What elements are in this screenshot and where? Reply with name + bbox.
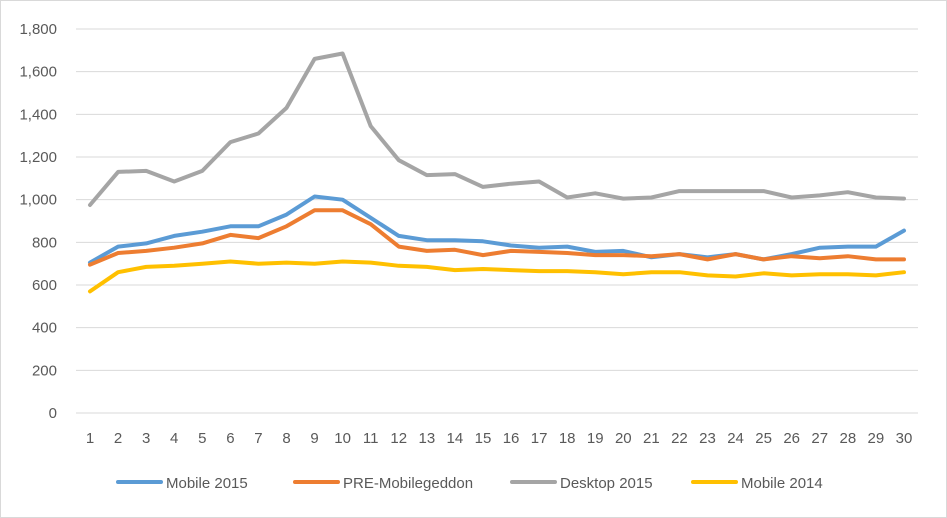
x-tick-label: 10 bbox=[334, 430, 351, 447]
x-tick-label: 26 bbox=[783, 430, 800, 447]
x-tick-label: 3 bbox=[142, 430, 150, 447]
x-tick-label: 8 bbox=[282, 430, 290, 447]
series-line-mobile-2014 bbox=[88, 259, 906, 294]
y-axis-tick-labels: 0 200 400 600 800 1,000 1,200 1,400 1,600 1,800 bbox=[19, 21, 57, 422]
y-tick-label: 1,200 bbox=[19, 149, 57, 166]
grid-lines bbox=[76, 28, 918, 414]
x-tick-label: 16 bbox=[503, 430, 520, 447]
legend-label-mobile-2015: Mobile 2015 bbox=[166, 475, 248, 492]
x-tick-label: 5 bbox=[198, 430, 206, 447]
series-line-desktop-2015 bbox=[88, 51, 906, 207]
x-tick-label: 17 bbox=[531, 430, 548, 447]
x-tick-label: 13 bbox=[418, 430, 435, 447]
x-tick-label: 30 bbox=[896, 430, 913, 447]
x-tick-label: 11 bbox=[363, 430, 379, 447]
y-tick-label: 1,000 bbox=[19, 192, 57, 209]
x-axis-tick-labels: 1 2 3 4 5 6 7 8 9 10 11 12 13 14 15 16 17 18 19 20 21 22 23 24 2… bbox=[86, 430, 912, 447]
x-tick-label: 22 bbox=[671, 430, 688, 447]
y-tick-label: 1,600 bbox=[19, 64, 57, 81]
legend: Mobile 2015 PRE-Mobilegeddon Desktop 2015 M… bbox=[116, 475, 823, 492]
y-tick-label: 400 bbox=[32, 320, 57, 337]
x-tick-label: 12 bbox=[390, 430, 407, 447]
legend-label-pre-mobilegeddon: PRE-Mobilegeddon bbox=[343, 475, 473, 492]
x-tick-label: 29 bbox=[868, 430, 885, 447]
x-tick-label: 19 bbox=[587, 430, 604, 447]
series-lines bbox=[88, 51, 906, 294]
y-tick-label: 200 bbox=[32, 362, 57, 379]
legend-label-mobile-2014: Mobile 2014 bbox=[741, 475, 823, 492]
y-tick-label: 600 bbox=[32, 277, 57, 294]
x-tick-label: 23 bbox=[699, 430, 716, 447]
x-tick-label: 9 bbox=[310, 430, 318, 447]
x-tick-label: 27 bbox=[811, 430, 828, 447]
y-tick-label: 1,400 bbox=[19, 106, 57, 123]
x-tick-label: 1 bbox=[86, 430, 94, 447]
legend-label-desktop-2015: Desktop 2015 bbox=[560, 475, 653, 492]
y-tick-label: 1,800 bbox=[19, 21, 57, 38]
x-tick-label: 25 bbox=[755, 430, 772, 447]
x-tick-label: 4 bbox=[170, 430, 178, 447]
x-tick-label: 15 bbox=[475, 430, 492, 447]
y-tick-label: 0 bbox=[49, 405, 57, 422]
x-tick-label: 20 bbox=[615, 430, 632, 447]
x-tick-label: 7 bbox=[254, 430, 262, 447]
x-tick-label: 6 bbox=[226, 430, 234, 447]
x-tick-label: 18 bbox=[559, 430, 576, 447]
x-tick-label: 24 bbox=[727, 430, 744, 447]
x-tick-label: 21 bbox=[643, 430, 660, 447]
x-tick-label: 28 bbox=[839, 430, 856, 447]
series-line-pre-mobilegeddon bbox=[88, 208, 906, 267]
x-tick-label: 2 bbox=[114, 430, 122, 447]
y-tick-label: 800 bbox=[32, 234, 57, 251]
x-tick-label: 14 bbox=[447, 430, 464, 447]
